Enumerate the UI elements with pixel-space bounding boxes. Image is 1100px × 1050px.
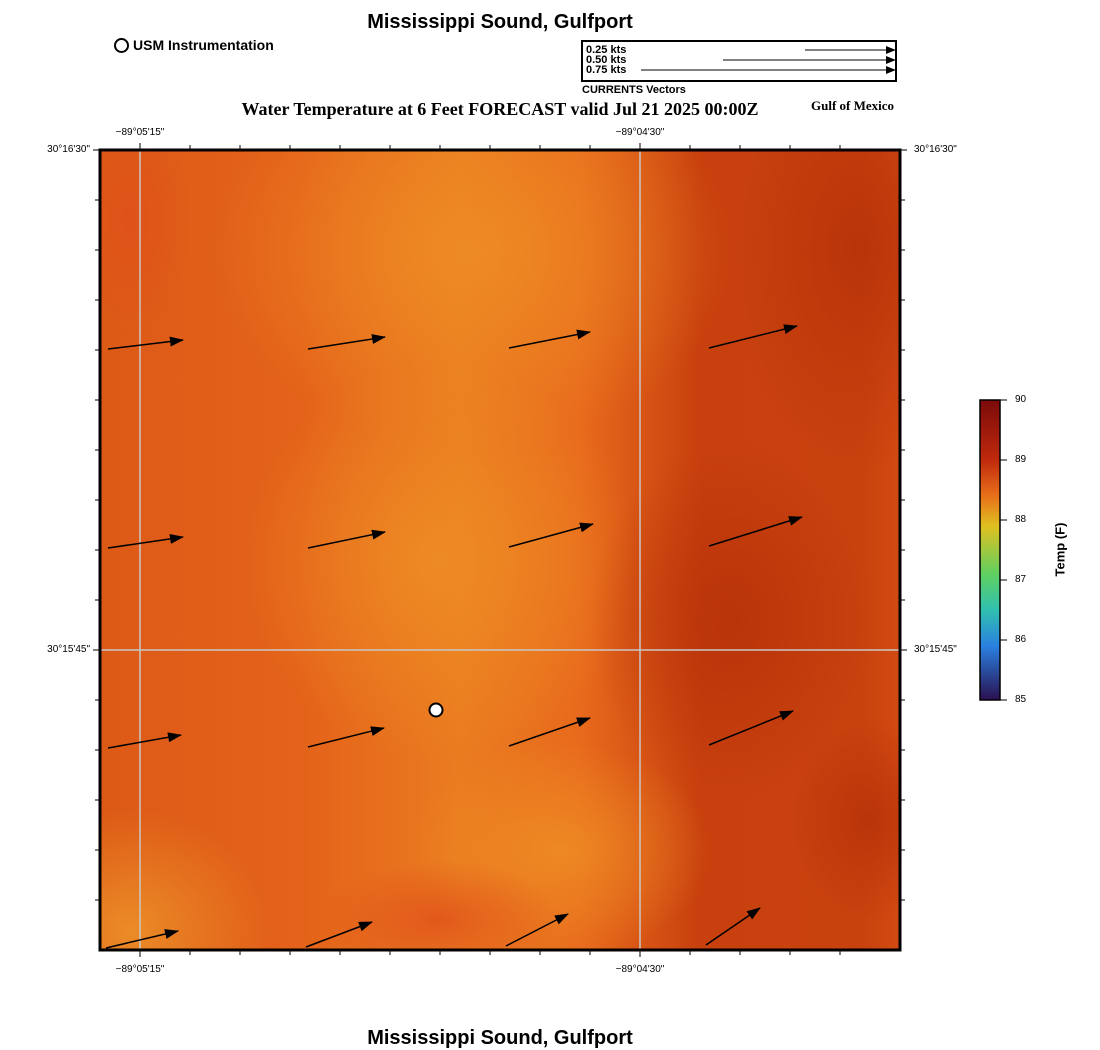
vector-legend-entry: 0.25 kts	[586, 44, 627, 56]
current-vector	[508, 522, 594, 548]
current-vector	[307, 334, 386, 350]
usm-station-marker[interactable]	[428, 702, 444, 718]
lon-tick-label: −89°04'30"	[615, 127, 665, 138]
lon-tick-label: −89°05'15"	[115, 964, 165, 975]
current-vector	[705, 907, 761, 946]
region-label: Gulf of Mexico	[811, 98, 895, 113]
map-grid	[100, 150, 900, 950]
colorbar-scale	[979, 399, 1001, 701]
page-title: Mississippi Sound, Gulfport	[367, 11, 633, 33]
temperature-field	[100, 150, 900, 950]
colorbar-tick-label: 90	[1015, 394, 1027, 405]
vector-legend-arrows	[641, 46, 895, 74]
colorbar-tick-label: 89	[1015, 454, 1027, 465]
current-vector	[505, 913, 569, 947]
station-legend-label: USM Instrumentation	[133, 37, 274, 53]
current-vector	[107, 336, 184, 350]
colorbar	[979, 399, 1007, 701]
current-vector	[305, 921, 373, 948]
lat-tick-label: 30°16'30"	[47, 144, 90, 155]
lon-tick-label: −89°05'15"	[115, 127, 165, 138]
vector-legend-entry: 0.75 kts	[586, 64, 627, 76]
map-title: Water Temperature at 6 Feet FORECAST val…	[241, 99, 759, 119]
colorbar-tick-label: 85	[1015, 694, 1027, 705]
current-vector	[107, 732, 182, 749]
footer-title: Mississippi Sound, Gulfport	[367, 1027, 633, 1049]
vector-legend-caption: CURRENTS Vectors	[582, 84, 686, 96]
colorbar-label: Temp (F)	[1052, 522, 1068, 577]
current-vectors	[105, 324, 803, 949]
axis-ticks	[93, 143, 907, 957]
lat-tick-label: 30°16'30"	[914, 144, 957, 155]
current-vector	[708, 516, 803, 547]
current-vector-legend: 0.25 kts 0.50 kts 0.75 kts	[581, 40, 897, 82]
vector-legend-entry: 0.50 kts	[586, 54, 627, 66]
current-vector	[307, 726, 385, 748]
colorbar-tick-label: 88	[1015, 514, 1027, 525]
colorbar-tick-label: 86	[1015, 634, 1027, 645]
current-vector	[107, 533, 184, 549]
current-vector	[508, 717, 591, 747]
current-vector	[708, 324, 798, 349]
station-legend: USM Instrumentation	[114, 37, 274, 53]
lon-tick-label: −89°04'30"	[615, 964, 665, 975]
current-vector	[708, 710, 794, 746]
current-vector	[508, 329, 591, 349]
station-marker-icon	[114, 37, 129, 53]
current-vector	[105, 929, 179, 949]
lat-tick-label: 30°15'45"	[914, 644, 957, 655]
lat-tick-label: 30°15'45"	[47, 644, 90, 655]
current-vector	[307, 529, 386, 549]
colorbar-tick-label: 87	[1015, 574, 1027, 585]
